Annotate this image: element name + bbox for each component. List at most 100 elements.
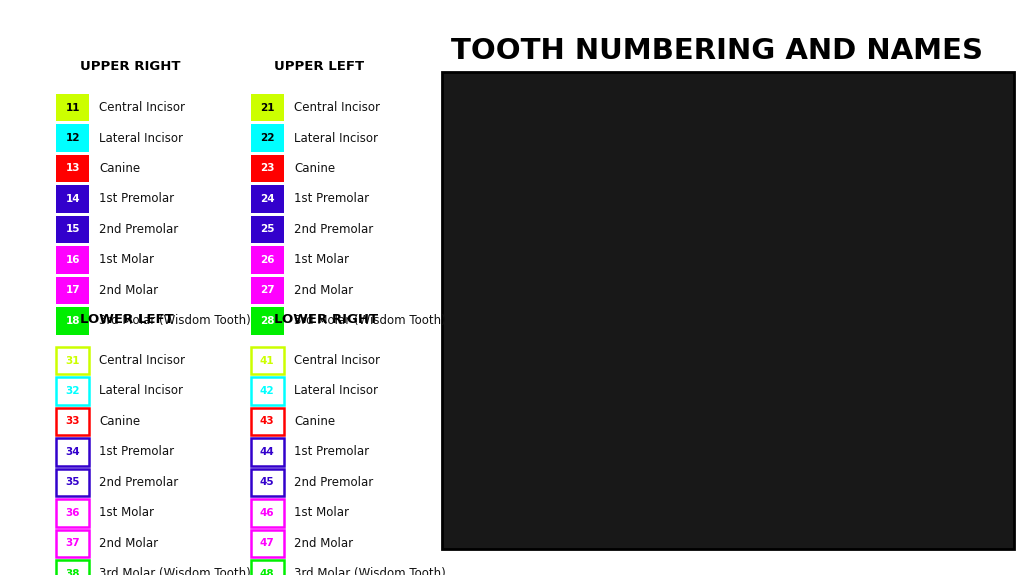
- Text: 31: 31: [66, 355, 80, 366]
- FancyBboxPatch shape: [56, 94, 89, 121]
- FancyBboxPatch shape: [56, 185, 89, 213]
- Text: 17: 17: [66, 285, 80, 296]
- Text: 1st Molar: 1st Molar: [294, 254, 349, 266]
- Text: Central Incisor: Central Incisor: [99, 101, 185, 114]
- FancyBboxPatch shape: [56, 124, 89, 152]
- Text: 2nd Molar: 2nd Molar: [99, 284, 159, 297]
- Text: 2nd Premolar: 2nd Premolar: [294, 223, 373, 236]
- Text: UPPER LEFT: UPPER LEFT: [274, 60, 365, 74]
- FancyBboxPatch shape: [251, 185, 284, 213]
- Text: Canine: Canine: [99, 162, 140, 175]
- Text: Canine: Canine: [294, 415, 335, 428]
- FancyBboxPatch shape: [56, 377, 89, 405]
- Text: Lateral Incisor: Lateral Incisor: [99, 385, 183, 397]
- FancyBboxPatch shape: [251, 530, 284, 557]
- Text: 2nd Molar: 2nd Molar: [294, 537, 353, 550]
- FancyBboxPatch shape: [251, 560, 284, 575]
- Text: 1st Molar: 1st Molar: [294, 507, 349, 519]
- FancyBboxPatch shape: [251, 124, 284, 152]
- Text: 46: 46: [260, 508, 274, 518]
- Text: 32: 32: [66, 386, 80, 396]
- Text: Canine: Canine: [294, 162, 335, 175]
- Text: 1st Premolar: 1st Premolar: [99, 193, 174, 205]
- Text: 3rd Molar (Wisdom Tooth): 3rd Molar (Wisdom Tooth): [294, 315, 445, 327]
- FancyBboxPatch shape: [56, 277, 89, 304]
- Text: TOOTH NUMBERING AND NAMES: TOOTH NUMBERING AND NAMES: [451, 37, 983, 66]
- Text: 22: 22: [260, 133, 274, 143]
- Text: 1st Molar: 1st Molar: [99, 254, 155, 266]
- FancyBboxPatch shape: [251, 94, 284, 121]
- FancyBboxPatch shape: [251, 438, 284, 466]
- Text: 16: 16: [66, 255, 80, 265]
- FancyBboxPatch shape: [251, 499, 284, 527]
- Text: 12: 12: [66, 133, 80, 143]
- Text: 34: 34: [66, 447, 80, 457]
- FancyBboxPatch shape: [251, 246, 284, 274]
- Text: Central Incisor: Central Incisor: [294, 101, 380, 114]
- Text: 3rd Molar (Wisdom Tooth): 3rd Molar (Wisdom Tooth): [99, 568, 251, 575]
- FancyBboxPatch shape: [56, 216, 89, 243]
- Text: 25: 25: [260, 224, 274, 235]
- Text: 1st Molar: 1st Molar: [99, 507, 155, 519]
- FancyBboxPatch shape: [56, 530, 89, 557]
- Text: 1st Premolar: 1st Premolar: [99, 446, 174, 458]
- Text: 3rd Molar (Wisdom Tooth): 3rd Molar (Wisdom Tooth): [294, 568, 445, 575]
- Text: LOWER RIGHT: LOWER RIGHT: [274, 313, 379, 327]
- Text: 11: 11: [66, 102, 80, 113]
- FancyBboxPatch shape: [56, 469, 89, 496]
- Text: 47: 47: [260, 538, 274, 549]
- Text: 21: 21: [260, 102, 274, 113]
- Text: Canine: Canine: [99, 415, 140, 428]
- FancyBboxPatch shape: [251, 408, 284, 435]
- Text: 48: 48: [260, 569, 274, 575]
- Text: 23: 23: [260, 163, 274, 174]
- Text: 13: 13: [66, 163, 80, 174]
- Text: LOWER LEFT: LOWER LEFT: [80, 313, 174, 327]
- FancyBboxPatch shape: [251, 469, 284, 496]
- Text: 1st Premolar: 1st Premolar: [294, 446, 369, 458]
- Text: 33: 33: [66, 416, 80, 427]
- Text: 43: 43: [260, 416, 274, 427]
- FancyBboxPatch shape: [56, 155, 89, 182]
- FancyBboxPatch shape: [251, 347, 284, 374]
- Text: 27: 27: [260, 285, 274, 296]
- Text: 38: 38: [66, 569, 80, 575]
- Text: 35: 35: [66, 477, 80, 488]
- Text: 1st Premolar: 1st Premolar: [294, 193, 369, 205]
- FancyBboxPatch shape: [56, 307, 89, 335]
- FancyBboxPatch shape: [56, 499, 89, 527]
- FancyBboxPatch shape: [56, 560, 89, 575]
- FancyBboxPatch shape: [251, 277, 284, 304]
- Text: 2nd Premolar: 2nd Premolar: [99, 476, 178, 489]
- Text: Lateral Incisor: Lateral Incisor: [294, 132, 378, 144]
- Text: 42: 42: [260, 386, 274, 396]
- Text: 28: 28: [260, 316, 274, 326]
- Text: 2nd Premolar: 2nd Premolar: [99, 223, 178, 236]
- Text: 3rd Molar (Wisdom Tooth): 3rd Molar (Wisdom Tooth): [99, 315, 251, 327]
- Text: 24: 24: [260, 194, 274, 204]
- FancyBboxPatch shape: [56, 246, 89, 274]
- FancyBboxPatch shape: [442, 72, 1014, 549]
- Text: Lateral Incisor: Lateral Incisor: [294, 385, 378, 397]
- Text: 37: 37: [66, 538, 80, 549]
- Text: 44: 44: [260, 447, 274, 457]
- Text: Central Incisor: Central Incisor: [294, 354, 380, 367]
- FancyBboxPatch shape: [251, 307, 284, 335]
- FancyBboxPatch shape: [56, 408, 89, 435]
- Text: 2nd Molar: 2nd Molar: [99, 537, 159, 550]
- Text: 14: 14: [66, 194, 80, 204]
- Text: Central Incisor: Central Incisor: [99, 354, 185, 367]
- Text: Lateral Incisor: Lateral Incisor: [99, 132, 183, 144]
- Text: UPPER RIGHT: UPPER RIGHT: [80, 60, 180, 74]
- Text: 45: 45: [260, 477, 274, 488]
- Text: 36: 36: [66, 508, 80, 518]
- Text: 18: 18: [66, 316, 80, 326]
- FancyBboxPatch shape: [56, 347, 89, 374]
- FancyBboxPatch shape: [56, 438, 89, 466]
- Text: 15: 15: [66, 224, 80, 235]
- Text: 2nd Molar: 2nd Molar: [294, 284, 353, 297]
- FancyBboxPatch shape: [251, 155, 284, 182]
- Text: 41: 41: [260, 355, 274, 366]
- Text: 26: 26: [260, 255, 274, 265]
- Text: 2nd Premolar: 2nd Premolar: [294, 476, 373, 489]
